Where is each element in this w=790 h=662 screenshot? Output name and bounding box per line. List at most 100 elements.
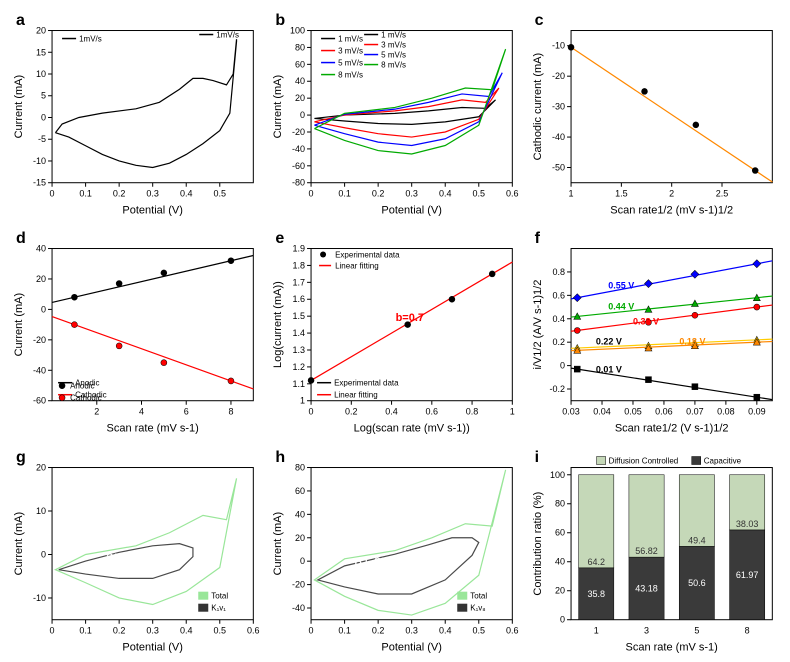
svg-text:0.6: 0.6 <box>247 625 260 635</box>
svg-text:Log(current (mA)): Log(current (mA)) <box>272 281 284 368</box>
svg-text:0.3: 0.3 <box>406 625 419 635</box>
svg-text:0.05: 0.05 <box>624 407 642 417</box>
svg-text:-20: -20 <box>292 127 305 137</box>
svg-text:43.18: 43.18 <box>635 583 658 593</box>
svg-text:0: 0 <box>41 549 46 559</box>
svg-text:Log(scan rate (mV s-1)): Log(scan rate (mV s-1)) <box>354 423 470 435</box>
svg-text:3 mV/s: 3 mV/s <box>338 47 363 56</box>
panel-f-svg: 0.030.040.050.060.070.080.09-0.200.20.40… <box>529 228 780 438</box>
panel-d-svg: 2468-60-40-2002040Scan rate (mV s-1)Curr… <box>10 228 261 438</box>
svg-text:40: 40 <box>36 244 46 254</box>
panel-b: b00.10.20.30.40.50.6-80-60-40-2002040608… <box>269 10 520 220</box>
svg-text:Total: Total <box>211 591 228 600</box>
svg-text:0.2: 0.2 <box>113 189 126 199</box>
svg-text:0.8: 0.8 <box>552 267 565 277</box>
panel-a: a00.10.20.30.40.5-15-10-505101520Potenti… <box>10 10 261 220</box>
svg-text:K₁v₁: K₁v₁ <box>211 603 226 612</box>
svg-text:-50: -50 <box>552 163 565 173</box>
svg-text:100: 100 <box>290 26 305 36</box>
svg-text:i/V1/2 (A/V s-1)1/2: i/V1/2 (A/V s-1)1/2 <box>532 280 544 370</box>
svg-text:Scan rate1/2 (mV s-1)1/2: Scan rate1/2 (mV s-1)1/2 <box>610 205 733 217</box>
svg-text:0.6: 0.6 <box>506 189 519 199</box>
svg-text:0.08: 0.08 <box>717 407 735 417</box>
panel-a-svg: 00.10.20.30.40.5-15-10-505101520Potentia… <box>10 10 261 220</box>
svg-text:Experimental data: Experimental data <box>335 251 400 260</box>
panel-c-label: c <box>535 12 544 30</box>
svg-text:Scan rate (mV s-1): Scan rate (mV s-1) <box>625 641 717 653</box>
svg-text:61.97: 61.97 <box>736 569 759 579</box>
svg-text:0.44 V: 0.44 V <box>608 302 634 312</box>
svg-text:Potential (V): Potential (V) <box>122 205 183 217</box>
svg-text:5 mV/s: 5 mV/s <box>381 51 406 60</box>
svg-text:0.04: 0.04 <box>593 407 611 417</box>
panel-e-label: e <box>275 230 284 248</box>
panel-i-svg: 02040608010035.864.2143.1856.82350.649.4… <box>529 447 780 657</box>
svg-text:40: 40 <box>295 76 305 86</box>
svg-text:0.3: 0.3 <box>406 189 419 199</box>
svg-text:20: 20 <box>36 26 46 36</box>
svg-text:Cathodic current (mA): Cathodic current (mA) <box>532 53 544 161</box>
svg-text:Contribution ratio (%): Contribution ratio (%) <box>532 491 544 595</box>
svg-text:61.97%: 61.97% <box>355 554 402 570</box>
figure-grid: a00.10.20.30.40.5-15-10-505101520Potenti… <box>10 10 780 641</box>
panel-h-svg: 00.10.20.30.40.50.6-40-20020406080Potent… <box>269 447 520 657</box>
panel-e: e00.20.40.60.8111.11.21.31.41.51.61.71.8… <box>269 228 520 438</box>
panel-i-label: i <box>535 449 539 467</box>
panel-c: c11.522.5-50-40-30-20-10Scan rate1/2 (mV… <box>529 10 780 220</box>
svg-text:-40: -40 <box>33 366 46 376</box>
svg-text:0.3: 0.3 <box>146 189 159 199</box>
svg-text:Diffusion Controlled: Diffusion Controlled <box>608 456 678 465</box>
svg-text:0.3: 0.3 <box>146 625 159 635</box>
svg-text:0.2: 0.2 <box>372 625 385 635</box>
svg-text:8 mV/s: 8 mV/s <box>338 71 363 80</box>
panel-g: g00.10.20.30.40.50.6-1001020Potential (V… <box>10 447 261 657</box>
svg-text:60: 60 <box>295 485 305 495</box>
svg-text:Scan rate1/2 (V s-1)1/2: Scan rate1/2 (V s-1)1/2 <box>614 423 728 435</box>
svg-text:1.5: 1.5 <box>293 311 306 321</box>
svg-text:1: 1 <box>300 396 305 406</box>
svg-text:-60: -60 <box>33 396 46 406</box>
svg-text:K₁v₈: K₁v₈ <box>471 603 486 612</box>
svg-text:0.4: 0.4 <box>439 625 452 635</box>
svg-text:-20: -20 <box>552 71 565 81</box>
svg-text:1.8: 1.8 <box>293 261 306 271</box>
svg-text:Total: Total <box>471 591 488 600</box>
panel-f: f0.030.040.050.060.070.080.09-0.200.20.4… <box>529 228 780 438</box>
svg-text:1: 1 <box>568 189 573 199</box>
svg-text:0.2: 0.2 <box>552 337 565 347</box>
panel-h-label: h <box>275 449 285 467</box>
svg-text:40: 40 <box>295 509 305 519</box>
svg-text:2: 2 <box>94 407 99 417</box>
svg-text:b=0.7: b=0.7 <box>396 313 424 325</box>
svg-text:1 mV/s: 1 mV/s <box>338 35 363 44</box>
panel-b-svg: 00.10.20.30.40.50.6-80-60-40-20020406080… <box>269 10 520 220</box>
svg-text:0: 0 <box>41 112 46 122</box>
svg-text:80: 80 <box>555 498 565 508</box>
svg-text:0.55 V: 0.55 V <box>608 281 634 291</box>
svg-text:0.18 V: 0.18 V <box>679 337 705 347</box>
svg-text:8: 8 <box>744 625 749 635</box>
panel-d-label: d <box>16 230 26 248</box>
svg-text:0: 0 <box>300 110 305 120</box>
svg-text:1.7: 1.7 <box>293 278 306 288</box>
svg-text:Cathodic: Cathodic <box>70 394 102 403</box>
svg-text:-40: -40 <box>552 132 565 142</box>
svg-text:0.4: 0.4 <box>180 189 193 199</box>
svg-text:Current (mA): Current (mA) <box>272 75 284 139</box>
svg-text:-5: -5 <box>38 134 46 144</box>
svg-text:0: 0 <box>300 556 305 566</box>
panel-h: h00.10.20.30.40.50.6-40-20020406080Poten… <box>269 447 520 657</box>
svg-text:2.5: 2.5 <box>715 189 728 199</box>
panel-d: d2468-60-40-2002040Scan rate (mV s-1)Cur… <box>10 228 261 438</box>
svg-text:0.03: 0.03 <box>562 407 580 417</box>
svg-text:1.4: 1.4 <box>293 328 306 338</box>
svg-text:5: 5 <box>694 625 699 635</box>
svg-text:1: 1 <box>593 625 598 635</box>
svg-text:1 mV/s: 1 mV/s <box>381 31 406 40</box>
svg-text:60: 60 <box>295 59 305 69</box>
panel-b-label: b <box>275 12 285 30</box>
svg-text:64.2: 64.2 <box>587 556 605 566</box>
svg-text:0.1: 0.1 <box>79 189 92 199</box>
svg-text:0: 0 <box>309 189 314 199</box>
svg-text:Potential (V): Potential (V) <box>382 641 443 653</box>
